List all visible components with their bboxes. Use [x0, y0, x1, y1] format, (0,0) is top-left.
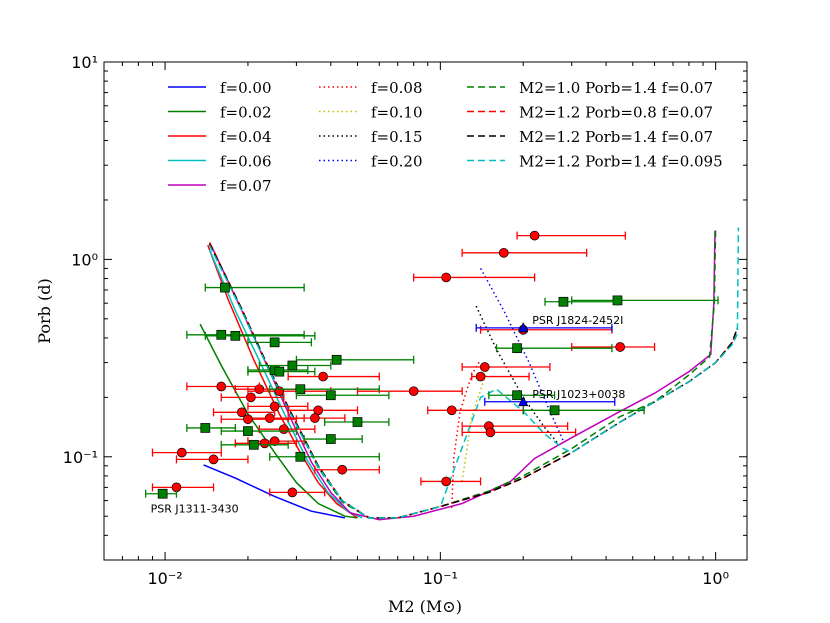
pulsar-point-square	[295, 384, 306, 395]
legend-label: f=0.00	[220, 79, 272, 97]
model-track-6	[450, 359, 482, 509]
pulsar-point-square	[200, 423, 211, 433]
x-tick-label: 10⁻²	[147, 569, 182, 588]
legend-label: M2=1.2 Porb=1.4 f=0.095	[519, 153, 723, 171]
pulsar-point-circle	[479, 362, 490, 372]
pulsar-point-circle	[441, 272, 452, 283]
x-axis-label: M2 (M⊙)	[388, 597, 462, 616]
pulsar-point-circle	[278, 424, 289, 435]
pulsar-point-circle	[259, 438, 270, 449]
model-track-12	[208, 243, 739, 519]
pulsar-point-square	[558, 296, 569, 307]
pulsar-point-square	[269, 337, 280, 348]
legend-label: f=0.15	[371, 128, 423, 146]
pulsar-point-circle	[615, 342, 626, 352]
pulsar-point-square	[512, 343, 522, 354]
legend-label: f=0.08	[371, 79, 423, 97]
legend-label: f=0.02	[220, 104, 272, 122]
model-track-1	[203, 464, 346, 519]
legend: f=0.00 f=0.02 f=0.04 f=0.06 f=0.07 f=0.08 f=0.…	[168, 79, 723, 195]
plot-data-layer	[144, 227, 740, 521]
pulsar-point-square	[248, 439, 259, 450]
pulsar-point-circle	[216, 381, 227, 392]
pulsar-point-square	[287, 360, 298, 371]
annotations: PSR J1824-2452I PSR J1023+0038 PSR J1311-3…	[151, 314, 626, 516]
pulsar-point-square	[243, 426, 253, 436]
pulsar-point-square	[230, 330, 241, 341]
pulsar-point-square	[274, 366, 285, 377]
legend-label: f=0.07	[220, 177, 272, 195]
pulsar-point-square	[549, 405, 560, 416]
pulsar-annotation: PSR J1023+0038	[532, 388, 625, 401]
pulsar-point-circle	[274, 386, 285, 397]
legend-label: f=0.06	[220, 153, 272, 171]
pulsar-point-square	[325, 390, 336, 401]
pulsar-point-square	[220, 282, 230, 293]
pulsar-point-circle	[264, 413, 275, 423]
axis-tick-labels: 10⁻² 10⁻¹ 10⁰ 10⁻¹ 10⁰ 10¹	[63, 53, 729, 588]
pulsar-point-circle	[309, 413, 320, 423]
legend-label: M2=1.2 Porb=0.8 f=0.07	[519, 104, 713, 122]
pulsar-point-square	[325, 434, 336, 444]
y-axis-label: Porb (d)	[35, 278, 54, 343]
pulsar-point-circle	[446, 405, 457, 416]
x-tick-label: 10⁻¹	[423, 569, 458, 588]
pulsar-point-circle	[208, 454, 219, 465]
pulsar-point-circle	[236, 407, 247, 418]
y-tick-label: 10⁰	[71, 250, 98, 269]
pulsar-point-square	[331, 354, 342, 365]
pulsar-point-circle	[408, 386, 419, 397]
model-track-2	[199, 323, 358, 519]
pulsar-point-circle	[287, 487, 298, 498]
pulsar-annotation: PSR J1311-3430	[151, 503, 239, 516]
y-tick-label: 10¹	[71, 53, 98, 72]
legend-label: M2=1.2 Porb=1.4 f=0.07	[519, 128, 713, 146]
pulsar-point-triangle	[518, 395, 529, 407]
model-track-5	[210, 230, 716, 521]
pulsar-point-circle	[337, 464, 348, 475]
x-tick-label: 10⁰	[702, 569, 729, 588]
pulsar-point-circle	[529, 230, 540, 241]
plot-frame	[103, 61, 748, 561]
pulsar-point-circle	[176, 447, 187, 458]
model-track-8	[475, 305, 560, 446]
pulsar-point-circle	[485, 427, 496, 438]
pulsar-point-circle	[243, 414, 253, 425]
pulsar-annotation: PSR J1824-2452I	[532, 314, 623, 327]
pulsar-point-circle	[318, 371, 328, 382]
pulsar-point-circle	[498, 247, 509, 258]
legend-label: f=0.04	[220, 128, 272, 146]
pulsar-point-square	[295, 451, 306, 462]
pulsar-point-square	[512, 390, 522, 401]
pulsar-point-square	[216, 329, 227, 340]
axis-ticks	[103, 61, 747, 561]
model-track-3	[207, 244, 358, 519]
pulsar-point-circle	[475, 371, 486, 382]
pulsar-point-circle	[441, 476, 452, 487]
legend-label: f=0.10	[371, 104, 423, 122]
model-track-9	[479, 268, 565, 442]
pulsar-point-triangle	[518, 322, 529, 333]
y-tick-label: 10⁻¹	[63, 448, 98, 467]
pulsar-point-square	[352, 417, 363, 427]
legend-label: f=0.20	[371, 153, 423, 171]
legend-label: M2=1.0 Porb=1.4 f=0.07	[519, 79, 713, 97]
model-track-13	[208, 227, 740, 519]
model-track-10	[208, 227, 717, 519]
pulsar-point-square	[157, 488, 168, 499]
pulsar-point-circle	[246, 392, 256, 403]
